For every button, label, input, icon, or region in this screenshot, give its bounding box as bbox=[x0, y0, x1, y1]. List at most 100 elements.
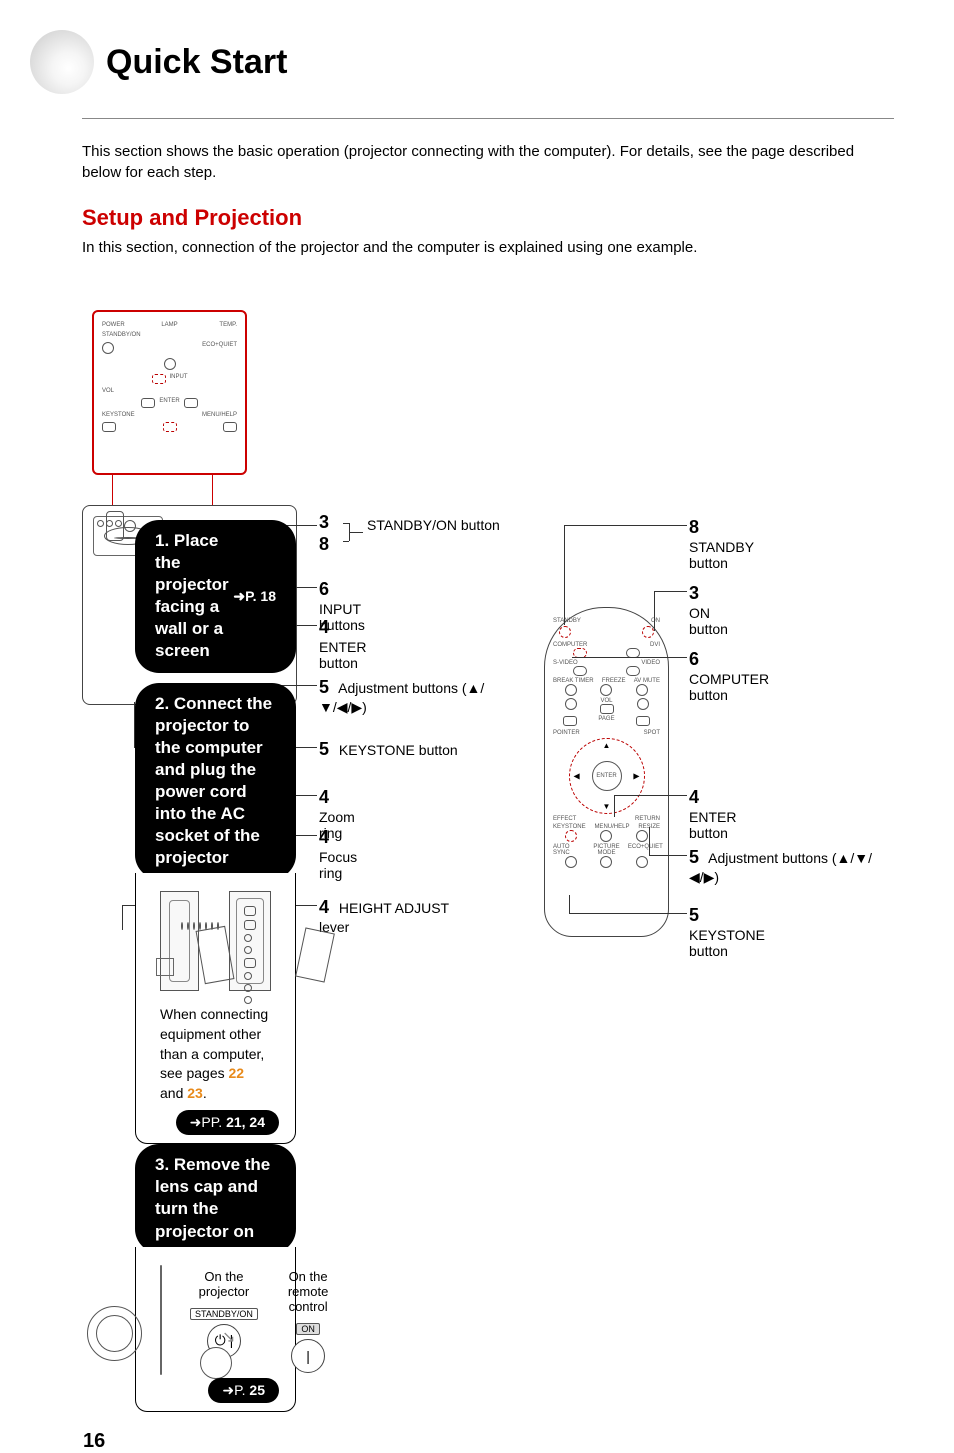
remote-label-spot: SPOT bbox=[644, 730, 660, 736]
diagram-area: POWER LAMP TEMP. STANDBY/ON ECO+QUIET IN… bbox=[82, 270, 894, 750]
leader-line bbox=[569, 913, 687, 914]
step-2-content: When connecting equipment other than a c… bbox=[135, 873, 296, 1144]
callout-remote-standby: 8 STANDBY button bbox=[689, 517, 754, 572]
step-3-ref-pill: ➜P. 25 bbox=[208, 1378, 279, 1403]
remote-break-timer-button-icon bbox=[565, 684, 577, 696]
page-header: Quick Start bbox=[30, 30, 894, 94]
remote-label-on: ON bbox=[651, 618, 660, 624]
remote-label-menu-help: MENU/HELP bbox=[594, 824, 629, 830]
input-up-button-icon bbox=[152, 374, 166, 384]
remote-label-av-mute: AV MUTE bbox=[634, 678, 660, 684]
remote-label-dvi: DVI bbox=[650, 642, 660, 648]
projector-body-illustration: STANDBY ON COMPUTER DVI S-VIDEO VIDEO bbox=[82, 505, 297, 705]
step-2-bar: 2. Connect the projector to the computer… bbox=[135, 683, 296, 880]
remote-enter-button-icon: ENTER bbox=[592, 761, 622, 791]
remote-page-down-button-icon bbox=[636, 716, 650, 726]
callout-focus-ring: 4 Focus ring bbox=[319, 827, 357, 882]
remote-resize-button-icon bbox=[636, 830, 648, 842]
title-underline bbox=[82, 118, 894, 119]
remote-picture-mode-button-icon bbox=[600, 856, 612, 868]
remote-auto-sync-button-icon bbox=[565, 856, 577, 868]
input-down-button-icon bbox=[163, 422, 177, 432]
on-button-icon: | bbox=[291, 1339, 325, 1373]
remote-page-up-button-icon bbox=[563, 716, 577, 726]
leader-line bbox=[564, 525, 565, 625]
section-intro: In this section, connection of the proje… bbox=[82, 239, 894, 256]
power-cable-icon bbox=[196, 926, 235, 984]
panel-label-eco-quiet: ECO+QUIET bbox=[202, 342, 237, 354]
panel-label-enter: ENTER bbox=[159, 398, 179, 408]
panel-label-input: INPUT bbox=[170, 374, 188, 384]
step-2-ref-pill: ➜PP. 21, 24 bbox=[176, 1110, 279, 1135]
remote-label-picture-mode: PICTURE MODE bbox=[590, 844, 622, 856]
step-3-bar: 3. Remove the lens cap and turn the proj… bbox=[135, 1144, 296, 1252]
panel-label-temp: TEMP. bbox=[195, 322, 237, 328]
remote-label-video: VIDEO bbox=[641, 660, 660, 666]
remote-vol-button-icon bbox=[600, 704, 614, 714]
callout-remote-keystone: 5 KEYSTONE button bbox=[689, 905, 765, 960]
panel-label-keystone: KEYSTONE bbox=[102, 412, 135, 418]
callout-standby-on: 3 8 bbox=[319, 512, 335, 555]
callout-remote-enter: 4 ENTER button bbox=[689, 787, 736, 842]
menu-help-button-icon bbox=[223, 422, 237, 432]
on-caption: ON bbox=[296, 1323, 320, 1335]
leader-line bbox=[614, 795, 615, 817]
callout-keystone-button: 5 KEYSTONE button bbox=[319, 739, 479, 761]
leader-line bbox=[649, 855, 687, 856]
projector-control-panel: POWER LAMP TEMP. STANDBY/ON ECO+QUIET IN… bbox=[92, 310, 247, 475]
remote-keystone-button-icon bbox=[565, 830, 577, 842]
eco-quiet-button-icon bbox=[164, 358, 176, 370]
remote-av-mute-button-icon bbox=[636, 684, 648, 696]
projector-rear-illustration bbox=[160, 891, 199, 991]
callout-remote-on: 3 ON button bbox=[689, 583, 728, 638]
standby-on-caption: STANDBY/ON bbox=[190, 1308, 258, 1320]
header-decorative-circle bbox=[30, 30, 94, 94]
step-1-bar: 1. Place the projector facing a wall or … bbox=[135, 520, 296, 673]
panel-label-power: POWER bbox=[102, 322, 144, 328]
intro-text: This section shows the basic operation (… bbox=[82, 141, 894, 183]
lens-cap-icon bbox=[200, 1347, 232, 1379]
remote-dpad-icon: ENTER ▲ ▼ ◀ ▶ bbox=[569, 738, 645, 814]
on-remote-column: On the remote control ON | bbox=[288, 1269, 328, 1373]
callout-standby-on-label: STANDBY/ON button bbox=[349, 517, 509, 534]
remote-standby-button-icon bbox=[559, 626, 571, 638]
leader-line bbox=[649, 827, 650, 855]
standby-on-button-icon bbox=[102, 342, 114, 354]
page-title: Quick Start bbox=[106, 43, 287, 82]
remote-video-button-icon bbox=[626, 666, 640, 676]
step-3-title: 3. Remove the lens cap and turn the proj… bbox=[155, 1154, 276, 1242]
lens-icon bbox=[124, 520, 136, 532]
panel-label-standby-on: STANDBY/ON bbox=[102, 332, 237, 338]
vol-up-button-icon bbox=[184, 398, 198, 408]
remote-label-standby: STANDBY bbox=[553, 618, 581, 624]
page-number: 16 bbox=[83, 1430, 296, 1453]
remote-label-page: PAGE bbox=[598, 716, 614, 726]
panel-label-lamp: LAMP bbox=[148, 322, 190, 328]
callout-remote-computer: 6 COMPUTER button bbox=[689, 649, 769, 704]
connector-panel-illustration bbox=[229, 891, 271, 991]
callout-remote-adjust: 5 Adjustment buttons (▲/▼/◀/▶) bbox=[689, 847, 879, 885]
leader-line bbox=[614, 795, 687, 796]
callout-adjustment-buttons: 5 Adjustment buttons (▲/▼/◀/▶) bbox=[319, 677, 499, 715]
remote-label-auto-sync: AUTO SYNC bbox=[553, 844, 585, 856]
leader-line bbox=[569, 895, 570, 913]
remote-on-button-icon bbox=[642, 626, 654, 638]
remote-vol-up-button-icon bbox=[637, 698, 649, 710]
step-3-content: ↘ On the projector STANDBY/ON ⏻ | On the… bbox=[135, 1247, 296, 1412]
callout-height-adjust: 4 HEIGHT ADJUST lever bbox=[319, 897, 479, 935]
step-2-title: 2. Connect the projector to the computer… bbox=[155, 693, 276, 870]
section-title: Setup and Projection bbox=[82, 205, 894, 231]
remote-label-s-video: S-VIDEO bbox=[553, 660, 578, 666]
vga-cable-icon bbox=[295, 928, 335, 983]
height-adjust-lever-icon bbox=[106, 511, 124, 541]
vol-down-button-icon bbox=[141, 398, 155, 408]
panel-label-menu-help: MENU/HELP bbox=[202, 412, 237, 418]
keystone-button-icon bbox=[102, 422, 116, 432]
panel-label-vol: VOL bbox=[102, 388, 114, 394]
leader-line bbox=[572, 657, 687, 658]
remote-menu-help-button-icon bbox=[600, 830, 612, 842]
leader-line bbox=[654, 591, 655, 631]
remote-eco-quiet-button-icon bbox=[636, 856, 648, 868]
callout-enter-button: 4 ENTER button bbox=[319, 617, 366, 672]
remote-label-return: RETURN bbox=[635, 816, 660, 822]
